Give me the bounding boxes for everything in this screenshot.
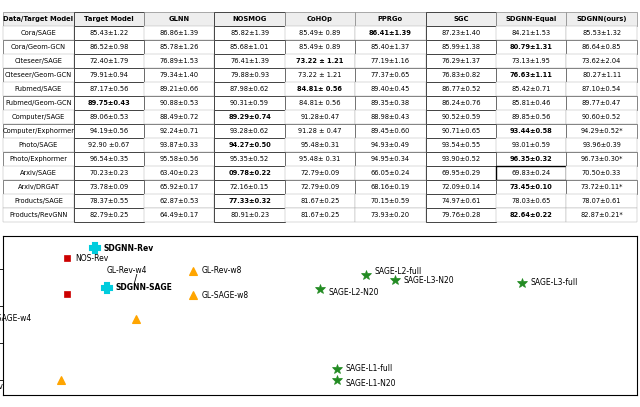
Text: GL-SAGE-w4: GL-SAGE-w4 — [0, 314, 32, 323]
Text: SAGE-L3-full: SAGE-L3-full — [530, 278, 578, 287]
Text: /: / — [134, 274, 138, 284]
Text: SAGE-L1-full: SAGE-L1-full — [346, 365, 393, 374]
Text: SDGNN-SAGE: SDGNN-SAGE — [115, 283, 172, 292]
Text: GL-SAGE-w8: GL-SAGE-w8 — [202, 291, 249, 300]
Text: SDGNN-Rev: SDGNN-Rev — [104, 244, 154, 253]
Text: GL-Rev: GL-Rev — [0, 382, 3, 391]
Text: SAGE-L2-N20: SAGE-L2-N20 — [329, 288, 379, 297]
Text: SAGE-L2-full: SAGE-L2-full — [375, 267, 422, 276]
Text: SAGE-L3-N20: SAGE-L3-N20 — [403, 276, 454, 285]
Text: SAGE-L1-N20: SAGE-L1-N20 — [346, 379, 396, 388]
Text: NOS-Rev: NOS-Rev — [76, 254, 108, 263]
Text: GL-Rev-w8: GL-Rev-w8 — [202, 267, 243, 276]
Text: GL-Rev-w4: GL-Rev-w4 — [107, 266, 147, 275]
